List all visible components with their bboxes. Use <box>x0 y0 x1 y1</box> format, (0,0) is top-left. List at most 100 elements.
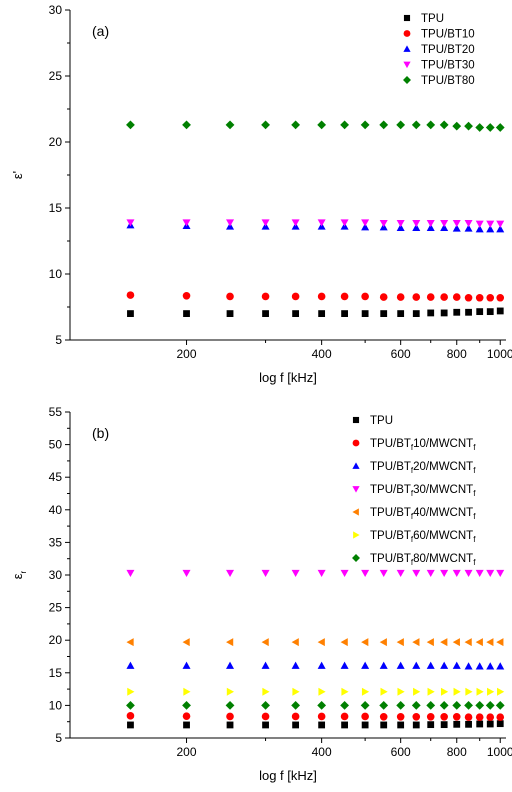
data-point <box>317 120 327 130</box>
x-axis-title: log f [kHz] <box>259 768 317 783</box>
data-point <box>464 121 473 131</box>
data-point <box>411 701 421 710</box>
data-point <box>261 292 270 301</box>
data-point <box>292 687 300 696</box>
x-tick-label: 400 <box>312 347 332 361</box>
data-point <box>126 291 135 299</box>
data-point <box>183 721 190 729</box>
data-point <box>226 292 234 301</box>
legend-marker <box>353 531 360 539</box>
data-point <box>261 712 270 721</box>
data-point <box>426 219 435 228</box>
data-point <box>465 687 473 696</box>
data-point <box>452 701 462 710</box>
data-point <box>340 701 349 710</box>
y-tick-label: 5 <box>55 731 62 745</box>
legend-marker <box>352 508 359 516</box>
data-point <box>440 569 449 578</box>
data-point <box>396 661 405 669</box>
data-point <box>440 661 449 669</box>
data-point <box>396 713 405 721</box>
series-2 <box>126 661 505 670</box>
legend-label: TPU/BTf20/MWCNTf <box>370 461 476 475</box>
data-point <box>476 720 484 728</box>
data-point <box>261 701 270 710</box>
x-tick-label: 200 <box>177 745 197 759</box>
data-point <box>318 687 326 696</box>
data-point <box>440 293 448 301</box>
data-point <box>361 569 370 578</box>
data-point <box>126 712 135 720</box>
panel-label: (a) <box>92 23 109 39</box>
x-axis-title: log f [kHz] <box>259 370 317 385</box>
data-point <box>396 569 405 578</box>
data-point <box>412 638 420 647</box>
data-point <box>126 638 134 647</box>
series-3 <box>126 569 505 578</box>
legend-label: TPU/BTf30/MWCNTf <box>370 484 476 498</box>
data-point <box>475 123 485 132</box>
series-4 <box>126 120 505 132</box>
data-point <box>411 120 421 130</box>
data-point <box>412 661 421 669</box>
data-point <box>439 120 449 130</box>
data-point <box>465 720 472 728</box>
data-point <box>485 701 495 710</box>
data-point <box>291 712 300 721</box>
legend: TPU TPU/BTf10/MWCNTf TPU/BTf20/MWCNTf TPU/B… <box>352 415 476 567</box>
data-point <box>496 638 504 647</box>
data-point <box>496 713 505 721</box>
y-tick-label: 30 <box>49 568 63 582</box>
data-point <box>486 293 495 302</box>
data-point <box>397 721 405 729</box>
data-point <box>426 293 435 301</box>
data-point <box>464 713 473 721</box>
data-point <box>380 721 388 729</box>
data-point <box>226 661 235 669</box>
y-tick-label: 15 <box>49 201 63 215</box>
data-point <box>452 713 461 721</box>
x-tick-label: 800 <box>447 347 467 361</box>
y-tick-label: 35 <box>49 535 63 549</box>
data-point <box>475 293 484 302</box>
data-point <box>452 638 460 647</box>
data-point <box>412 310 420 317</box>
data-point <box>182 291 191 300</box>
data-point <box>396 219 405 228</box>
data-point <box>340 120 349 130</box>
data-point <box>475 662 484 670</box>
series-0 <box>127 720 504 729</box>
data-point <box>475 713 484 721</box>
data-point <box>317 712 326 721</box>
data-point <box>340 638 348 647</box>
legend-marker <box>352 416 360 424</box>
data-point <box>379 701 389 710</box>
data-point <box>412 223 421 231</box>
series-2 <box>126 221 505 233</box>
legend-marker <box>352 486 360 493</box>
data-point <box>291 638 299 647</box>
data-point <box>440 687 449 696</box>
y-tick-label: 55 <box>49 405 63 419</box>
data-point <box>497 687 505 696</box>
data-point <box>262 687 270 696</box>
chart-panel-b: 200 400 600 800 1000 5 10 15 20 25 30 35 40 45 50 55 log… <box>10 405 512 783</box>
x-tick-label: 800 <box>447 745 467 759</box>
data-point <box>496 720 504 728</box>
data-point <box>261 219 270 227</box>
data-point <box>453 720 461 728</box>
data-point <box>476 308 484 316</box>
data-point <box>262 310 269 317</box>
data-point <box>396 293 405 301</box>
data-point <box>183 687 191 696</box>
data-point <box>475 701 485 710</box>
data-point <box>126 219 135 227</box>
data-point <box>475 638 483 647</box>
series-1 <box>126 712 505 721</box>
data-point <box>226 569 235 578</box>
data-point <box>317 292 326 301</box>
data-point <box>226 721 234 729</box>
data-point <box>379 638 387 647</box>
data-point <box>453 308 461 316</box>
data-point <box>318 721 326 729</box>
